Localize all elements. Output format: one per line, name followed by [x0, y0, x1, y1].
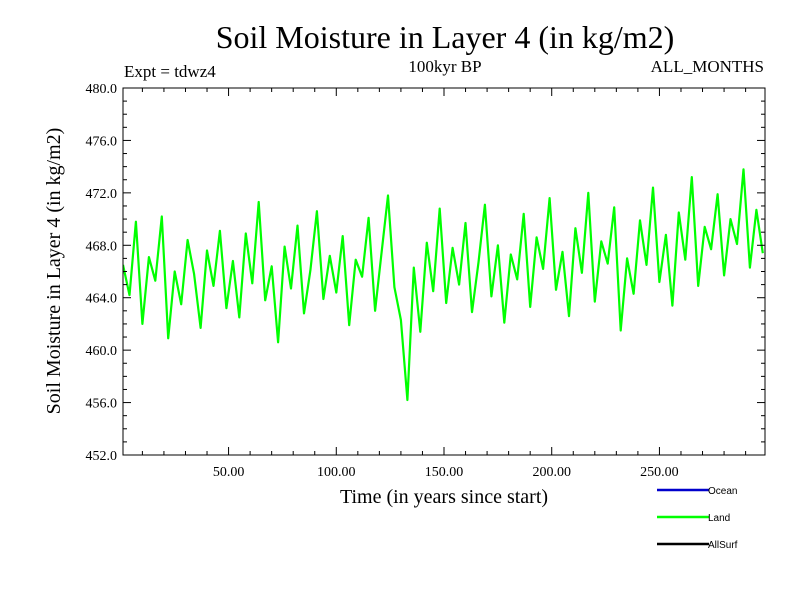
legend-label-land: Land [708, 513, 730, 524]
x-tick-label: 150.00 [425, 465, 464, 480]
x-tick-label: 200.00 [532, 465, 571, 480]
y-axis: 452.0 456.0 460.0 464.0 468.0 472.0 476.0 480.0 [86, 82, 765, 464]
legend-label-ocean: Ocean [708, 486, 737, 497]
chart-title: Soil Moisture in Layer 4 (in kg/m2) [216, 19, 675, 55]
y-tick-label: 456.0 [86, 397, 118, 412]
y-tick-label: 476.0 [86, 134, 118, 149]
x-axis-label: Time (in years since start) [340, 486, 548, 508]
period-label: 100kyr BP [408, 57, 481, 76]
series-line-land [123, 168, 764, 402]
months-label: ALL_MONTHS [651, 57, 764, 76]
x-tick-label: 250.00 [640, 465, 679, 480]
x-tick-label: 50.00 [213, 465, 245, 480]
x-axis: 50.00 100.00 150.00 200.00 250.00 [141, 88, 747, 480]
y-tick-label: 460.0 [86, 344, 118, 359]
y-tick-label: 472.0 [86, 187, 118, 202]
y-tick-label: 468.0 [86, 239, 118, 254]
y-axis-label: Soil Moisture in Layer 4 (in kg/m2) [43, 128, 65, 415]
y-tick-label: 480.0 [86, 82, 118, 97]
legend: Ocean Land AllSurf [657, 486, 738, 551]
legend-label-allsurf: AllSurf [708, 540, 738, 551]
series-layer [123, 168, 764, 402]
y-tick-label: 464.0 [86, 292, 118, 307]
x-tick-label: 100.00 [317, 465, 356, 480]
experiment-label: Expt = tdwz4 [124, 62, 216, 81]
y-tick-label: 452.0 [86, 449, 118, 464]
